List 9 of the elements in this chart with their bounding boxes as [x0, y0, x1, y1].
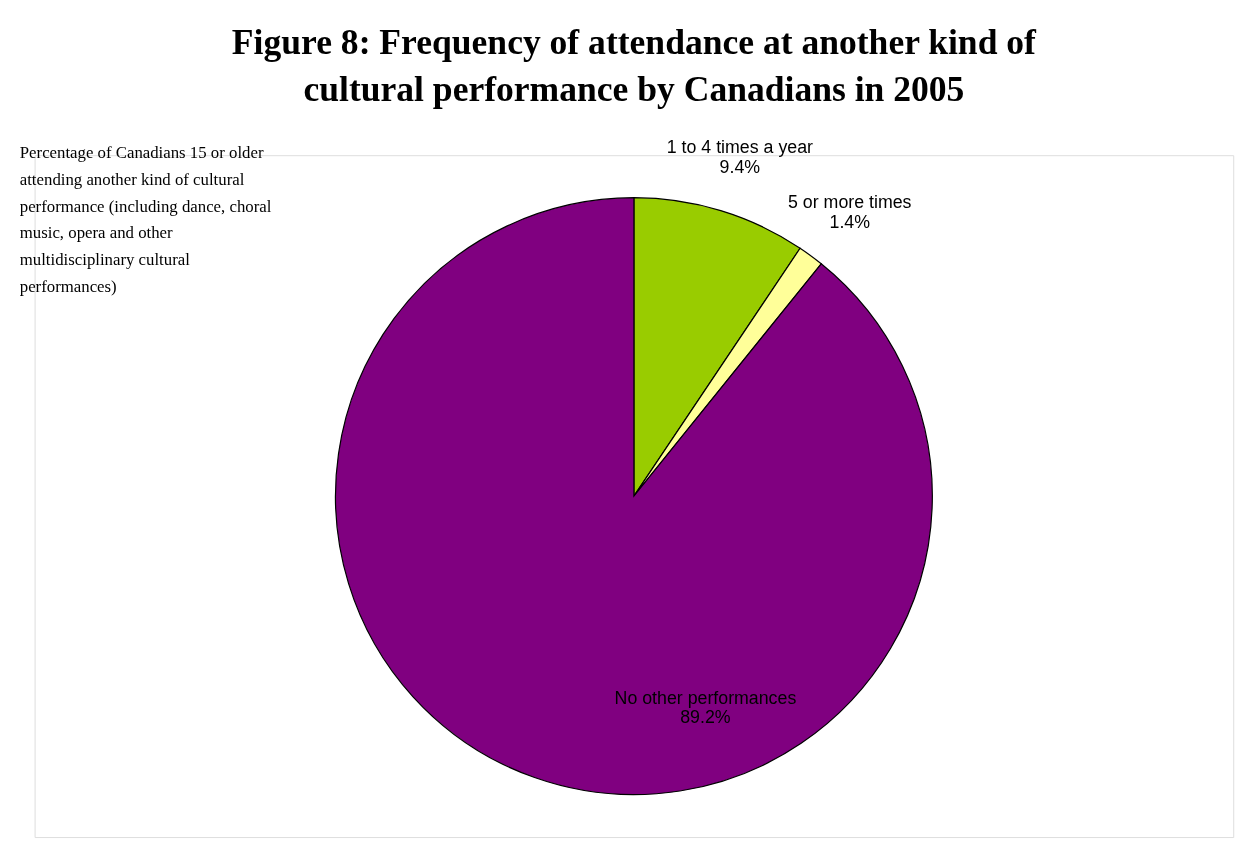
slice-label: No other performances	[614, 687, 797, 708]
text: Percentage of Canadians 15 or older attending another kind of cultural performance (including dance, choral music, opera and other multidisciplinary cultural performances)	[19, 143, 272, 296]
data-label: 89.2%	[680, 707, 731, 728]
data-label: 1.4%	[829, 211, 871, 232]
chart-title: Figure 8: Frequency of attendance at another kind of cultural performance by Canadians in 2005	[231, 21, 1038, 110]
slice-label: 1 to 4 times a year	[666, 136, 814, 157]
data-label: 9.4%	[719, 156, 761, 177]
slice-label: 5 or more times	[788, 191, 912, 212]
pie-slice	[335, 197, 933, 795]
